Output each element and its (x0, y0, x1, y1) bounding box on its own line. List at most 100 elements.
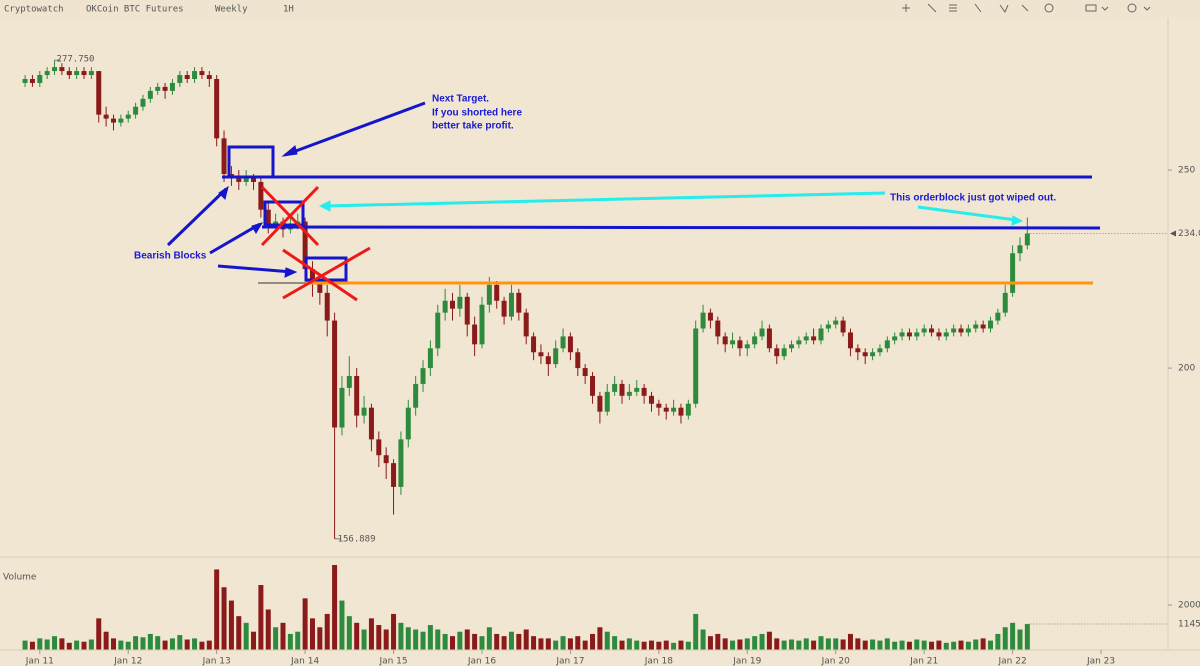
volume-bar (737, 639, 743, 650)
candle-body (427, 348, 433, 369)
candle-body (243, 177, 249, 182)
candle-body (619, 383, 625, 396)
candle-body (825, 324, 831, 329)
x-tick-label: Jan 17 (555, 657, 584, 666)
volume-bar (1024, 624, 1030, 650)
volume-bar (634, 640, 640, 650)
volume-bar (184, 639, 190, 650)
volume-bar (531, 636, 537, 650)
volume-bar (450, 636, 456, 650)
candle-body (752, 336, 758, 345)
candle-body (936, 332, 942, 337)
candle-body (29, 78, 35, 83)
candle-body (634, 387, 640, 392)
volume-bar (987, 640, 993, 650)
volume-bar (339, 600, 345, 650)
candle-body (508, 292, 514, 317)
candle-body (317, 280, 323, 293)
candle-body (531, 336, 537, 353)
candle-body (346, 376, 352, 388)
candle-body (1024, 233, 1030, 246)
volume-bar (803, 638, 809, 650)
candle-body (251, 177, 257, 182)
x-tick-label: Jan 16 (467, 657, 496, 666)
brand[interactable]: Cryptowatch (4, 5, 64, 15)
candle-body (192, 71, 198, 79)
candle-body (766, 328, 772, 349)
market-select[interactable]: OKCoin BTC Futures (86, 5, 184, 15)
volume-bar (567, 638, 573, 650)
candle-body (147, 90, 153, 99)
candle-body (206, 75, 212, 79)
x-tick-label: Jan 20 (821, 657, 850, 666)
candle-body (995, 312, 1001, 321)
y-tick-label: 200 (1178, 364, 1195, 374)
candle-body (103, 114, 109, 119)
candle-body (663, 407, 669, 412)
volume-bar (914, 639, 920, 650)
volume-bar (317, 627, 323, 650)
candle-body (74, 71, 80, 76)
volume-bar (295, 631, 301, 650)
volume-bar (22, 640, 28, 650)
drawing-tools[interactable] (902, 3, 1151, 14)
volume-bar (597, 627, 603, 650)
volume-bar (287, 633, 293, 650)
candle-body (921, 328, 927, 333)
volume-bar (752, 636, 758, 650)
candle-body (604, 391, 610, 412)
candle-body (221, 138, 227, 175)
candle-body (332, 320, 338, 428)
volume-bar (464, 629, 470, 650)
volume-bar (501, 636, 507, 650)
x-tick-label: Jan 22 (998, 657, 1027, 666)
volume-bar (833, 638, 839, 650)
candle-body (442, 300, 448, 313)
volume-bar (413, 629, 419, 650)
volume-bar (553, 640, 559, 650)
volume-bar (538, 638, 544, 650)
volume-bar (626, 638, 632, 650)
volume-bar (37, 638, 43, 650)
volume-bar (398, 622, 404, 650)
interval-select[interactable]: 1H (283, 5, 294, 15)
x-tick-label: Jan 21 (909, 657, 938, 666)
volume-bar (678, 640, 684, 650)
volume-bar (796, 640, 802, 650)
candle-body (818, 328, 824, 341)
candle-body (339, 387, 345, 428)
volume-bar (140, 637, 146, 650)
candle-body (96, 71, 102, 115)
volume-bar (707, 636, 713, 650)
volume-bar (825, 638, 831, 650)
volume-bar (59, 638, 65, 650)
candle-body (52, 67, 58, 72)
candle-body (472, 324, 478, 345)
volume-bar (494, 633, 500, 650)
candle-body (435, 312, 441, 349)
candle-body (958, 328, 964, 333)
volume-bar (251, 631, 257, 650)
candle-body (88, 71, 94, 76)
annotation: This orderblock just got wiped out. (890, 193, 1056, 204)
annotation: Next Target. (432, 94, 489, 105)
candle-body (987, 320, 993, 329)
candle-body (943, 332, 949, 337)
candle-body (678, 407, 684, 416)
low-label: 156.889 (338, 534, 376, 544)
candle-body (450, 300, 456, 309)
candle-body (405, 407, 411, 440)
range-select[interactable]: Weekly (215, 5, 248, 15)
candle-body (648, 395, 654, 404)
volume-bar (663, 640, 669, 650)
candle-body (155, 86, 161, 91)
volume-bar (420, 631, 426, 650)
candle-body (258, 181, 264, 210)
candle-body (914, 332, 920, 337)
x-tick-label: Jan 15 (378, 657, 407, 666)
candle-body (671, 407, 677, 412)
candle-body (553, 348, 559, 365)
volume-bar (457, 631, 463, 650)
candle-body (803, 336, 809, 341)
